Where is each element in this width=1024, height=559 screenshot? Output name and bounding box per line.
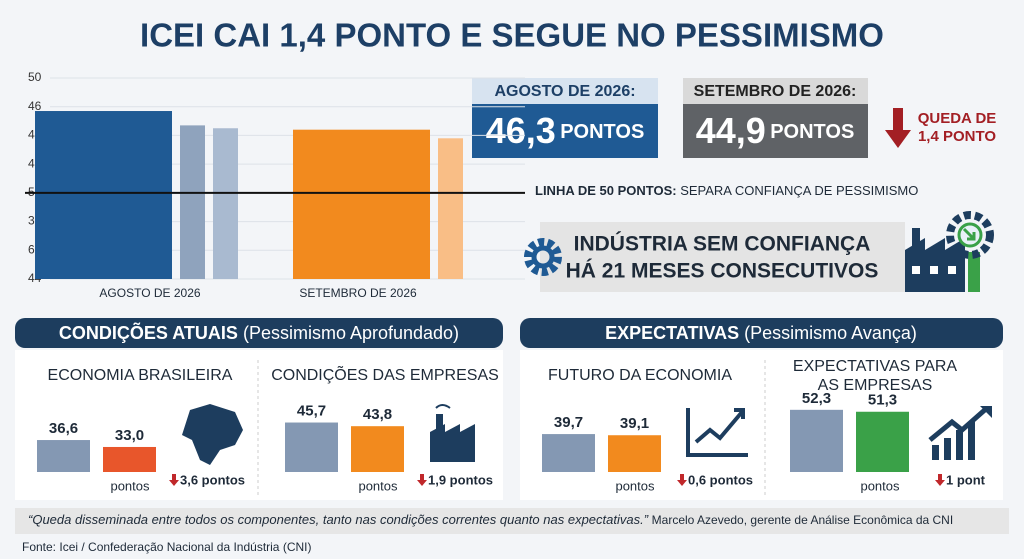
- change-label: 0,6 pontos: [688, 472, 753, 487]
- y-tick-label: 50: [28, 70, 42, 84]
- value-label: 36,6: [49, 420, 78, 437]
- title: ICEI CAI 1,4 PONTO E SEGUE NO PESSIMISMO: [140, 17, 884, 54]
- change-label: 3,6 pontos: [180, 472, 245, 487]
- panel-title: AS EMPRESAS: [818, 377, 933, 394]
- value-label: 52,3: [802, 390, 831, 407]
- line-note-text: SEPARA CONFIANÇA DE PESSIMISMO: [680, 183, 918, 198]
- bar: [285, 422, 338, 472]
- value-label: 39,1: [620, 415, 649, 432]
- value: 44,9: [696, 110, 766, 151]
- bar: [542, 434, 595, 472]
- panel-title: EXPECTATIVAS PARA: [793, 358, 958, 375]
- card-september: SETEMBRO DE 2026: 44,9 PONTOS: [683, 78, 868, 158]
- source: Fonte: Icei / Confederação Nacional da I…: [22, 540, 311, 554]
- section-title: CONDIÇÕES ATUAIS (Pessimismo Aprofundado…: [59, 322, 459, 343]
- change-arrow: [169, 474, 179, 486]
- drop-text: 1,4 PONTO: [918, 128, 996, 145]
- unit-label: pontos: [615, 478, 655, 493]
- factory-small-icon: [430, 404, 475, 462]
- panel: [520, 350, 1003, 500]
- section-title: EXPECTATIVAS (Pessimismo Avança): [605, 323, 917, 343]
- card-value: 44,9 PONTOS: [696, 110, 855, 151]
- growth-icon: [686, 408, 748, 457]
- panel-title: CONDIÇÕES DAS EMPRESAS: [271, 364, 499, 384]
- bar: [103, 446, 156, 472]
- card-label: SETEMBRO DE 2026:: [694, 83, 857, 100]
- banner-text: HÁ 21 MESES CONSECUTIVOS: [566, 260, 879, 283]
- section-name: EXPECTATIVAS: [605, 323, 739, 343]
- bar: [180, 125, 205, 279]
- banner: [540, 222, 905, 292]
- card-value: 46,3 PONTOS: [486, 110, 645, 151]
- section-subtitle: (Pessimismo Aprofundado): [243, 323, 459, 343]
- bar: [293, 129, 430, 279]
- x-tick-label: AGOSTO DE 2026: [99, 286, 200, 300]
- bar: [856, 411, 909, 472]
- bar: [35, 111, 172, 280]
- line-note: LINHA DE 50 PONTOS: SEPARA CONFIANÇA DE …: [535, 183, 918, 198]
- bar: [213, 128, 238, 279]
- section-header: [15, 318, 503, 348]
- card-label: AGOSTO DE 2026:: [494, 83, 635, 100]
- bar: [37, 440, 90, 472]
- value-label: 45,7: [297, 402, 326, 419]
- section-subtitle: (Pessimismo Avança): [744, 323, 917, 343]
- card-header: [683, 78, 868, 104]
- panel-title: FUTURO DA ECONOMIA: [548, 367, 732, 384]
- change-arrow: [417, 474, 427, 486]
- unit-label: pontos: [860, 478, 900, 493]
- value: 46,3: [486, 110, 556, 151]
- value-label: 43,8: [363, 406, 392, 423]
- y-tick-label: 46: [28, 99, 42, 113]
- unit-label: pontos: [358, 478, 398, 493]
- quote-author: Marcelo Azevedo, gerente de Análise Econ…: [652, 513, 954, 527]
- value-label: 51,3: [868, 392, 897, 409]
- bar: [608, 435, 661, 472]
- change-arrow: [935, 474, 945, 486]
- unit-label: pontos: [110, 478, 150, 493]
- x-tick-label: SETEMBRO DE 2026: [299, 286, 417, 300]
- value-label: 33,0: [115, 427, 144, 444]
- banner-text: INDÚSTRIA SEM CONFIANÇA: [574, 232, 871, 256]
- drop-text: QUEDA DE: [918, 110, 997, 127]
- gear-icon: [524, 238, 562, 276]
- bar: [351, 426, 404, 472]
- unit: PONTOS: [770, 121, 854, 143]
- card-body: [683, 104, 868, 158]
- growth-bars-icon: [928, 406, 992, 460]
- card-august: AGOSTO DE 2026: 46,3 PONTOS: [472, 78, 658, 158]
- quote-box: [15, 508, 1009, 534]
- factory-icon: [905, 211, 994, 292]
- line-note-bold: LINHA DE 50 PONTOS:: [535, 183, 677, 198]
- section-header: [520, 318, 1003, 348]
- card-body: [472, 104, 658, 158]
- brazil-icon: [182, 404, 243, 465]
- change-label: 1 pont: [946, 472, 986, 487]
- bar: [790, 409, 843, 472]
- panel-title: ECONOMIA BRASILEIRA: [48, 367, 233, 384]
- unit: PONTOS: [560, 121, 644, 143]
- quote-text: “Queda disseminada entre todos os compon…: [28, 512, 649, 527]
- change-label: 1,9 pontos: [428, 472, 493, 487]
- value-label: 39,7: [554, 414, 583, 431]
- bar: [438, 138, 463, 279]
- quote: “Queda disseminada entre todos os compon…: [28, 512, 953, 527]
- section-name: CONDIÇÕES ATUAIS: [59, 322, 238, 343]
- down-arrow: [885, 108, 911, 148]
- change-arrow: [677, 474, 687, 486]
- card-header: [472, 78, 658, 104]
